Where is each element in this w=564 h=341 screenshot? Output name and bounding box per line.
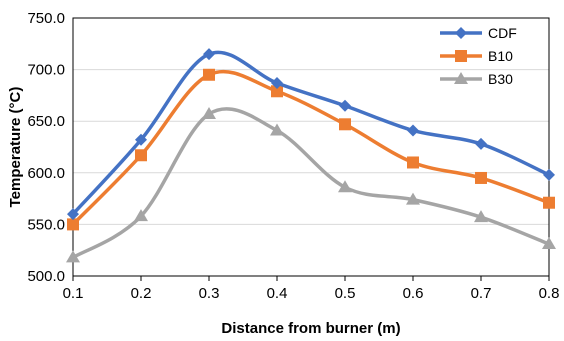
data-point-b30 bbox=[406, 192, 420, 205]
data-point-cdf bbox=[543, 168, 555, 181]
y-tick-label: 550.0 bbox=[27, 216, 65, 233]
data-point-cdf bbox=[203, 48, 215, 61]
data-point-cdf bbox=[339, 99, 351, 112]
y-tick-label: 600.0 bbox=[27, 165, 65, 182]
series-lines bbox=[66, 48, 556, 263]
data-point-b30 bbox=[134, 209, 148, 222]
legend-marker bbox=[455, 27, 467, 39]
axes: 500.0 550.0 600.0 650.0 700.0 750.0 0.1 0.2 0.3 0… bbox=[27, 10, 559, 302]
data-point-b30 bbox=[474, 210, 488, 223]
legend-marker bbox=[455, 50, 467, 62]
data-point-b30 bbox=[66, 250, 80, 263]
y-tick-label: 650.0 bbox=[27, 113, 65, 130]
y-tick-label: 700.0 bbox=[27, 62, 65, 79]
y-axis-title: Temperature (°C) bbox=[7, 87, 24, 208]
data-point-b10 bbox=[475, 171, 487, 184]
data-point-cdf bbox=[475, 137, 487, 150]
data-point-cdf bbox=[407, 124, 419, 137]
data-point-b30 bbox=[542, 237, 556, 250]
legend-label: B10 bbox=[488, 48, 513, 64]
x-axis-title: Distance from burner (m) bbox=[221, 320, 400, 337]
plot-area-border bbox=[72, 17, 550, 277]
data-point-b10 bbox=[339, 118, 351, 131]
y-tick-label: 500.0 bbox=[27, 268, 65, 285]
legend-item-b30: B30 bbox=[440, 71, 513, 87]
x-tick-label: 0.8 bbox=[539, 285, 560, 302]
data-point-b10 bbox=[407, 156, 419, 169]
x-tick-label: 0.4 bbox=[267, 285, 288, 302]
data-point-b10 bbox=[543, 196, 555, 209]
x-tick-label: 0.2 bbox=[131, 285, 152, 302]
data-point-b10 bbox=[67, 218, 79, 231]
x-tick-label: 0.7 bbox=[471, 285, 492, 302]
data-point-cdf bbox=[271, 77, 283, 90]
data-point-b30 bbox=[202, 106, 216, 119]
legend-marker bbox=[454, 72, 468, 84]
data-point-b10 bbox=[203, 68, 215, 81]
x-tick-label: 0.5 bbox=[335, 285, 356, 302]
series-line-cdf bbox=[71, 50, 550, 216]
data-point-b10 bbox=[135, 149, 147, 162]
series-b10 bbox=[67, 68, 555, 231]
data-point-b10 bbox=[271, 85, 283, 98]
legend-label: CDF bbox=[488, 25, 517, 41]
data-point-cdf bbox=[67, 208, 79, 221]
legend-label: B30 bbox=[488, 71, 513, 87]
data-point-cdf bbox=[135, 133, 147, 146]
x-tick-label: 0.6 bbox=[403, 285, 424, 302]
x-tick-label: 0.3 bbox=[199, 285, 220, 302]
data-point-b30 bbox=[338, 180, 352, 193]
legend: CDF B10 B30 bbox=[440, 25, 517, 87]
legend-item-b10: B10 bbox=[440, 48, 513, 64]
legend-item-cdf: CDF bbox=[440, 25, 517, 41]
series-b30 bbox=[66, 106, 556, 263]
series-line-b30 bbox=[72, 107, 550, 259]
data-point-b30 bbox=[270, 123, 284, 136]
y-tick-label: 750.0 bbox=[27, 10, 65, 27]
series-cdf bbox=[67, 48, 555, 221]
x-tick-label: 0.1 bbox=[63, 285, 84, 302]
